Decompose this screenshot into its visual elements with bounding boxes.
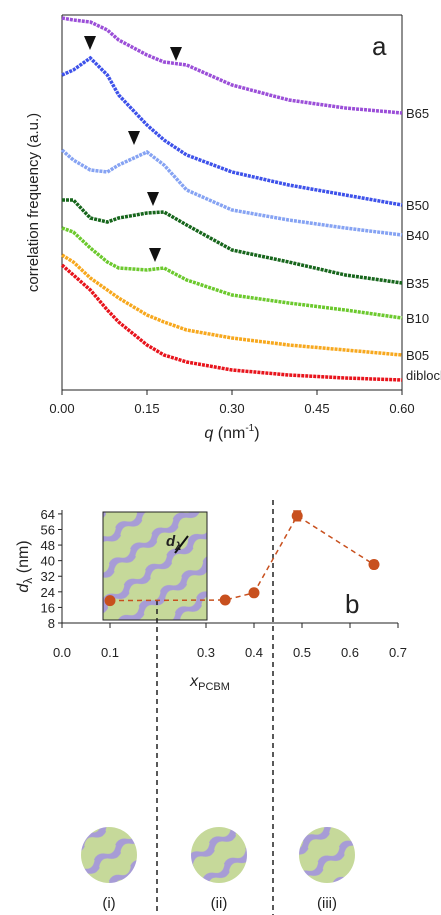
series-line: [61, 253, 403, 357]
peak-markers: [84, 36, 182, 262]
x-tick-label: 0.0: [53, 645, 71, 660]
y-tick-label: 40: [41, 554, 55, 569]
x-tick-label: 0.6: [341, 645, 359, 660]
series-label: B50: [406, 198, 429, 213]
point: [104, 595, 116, 607]
series-line: [60, 148, 403, 237]
morphology-label: (i): [102, 895, 115, 912]
x-label-exp: -1: [245, 423, 254, 434]
x-tick-label: 0.30: [219, 401, 244, 416]
y-tick-label: 8: [48, 616, 55, 631]
x-axis-label: xPCBM: [189, 673, 230, 693]
series-line: [62, 198, 403, 285]
y-tick-label: 56: [41, 522, 55, 537]
series-line: [61, 16, 403, 115]
y-tick-label: 48: [41, 538, 55, 553]
point: [368, 559, 380, 571]
x-tick-label: 0.60: [389, 401, 414, 416]
x-tick-label: 0.1: [101, 645, 119, 660]
morphology-image: [191, 827, 247, 883]
morphology-label: (iii): [317, 895, 337, 912]
series-label: B35: [406, 276, 429, 291]
x-label-var: x: [189, 673, 199, 690]
x-tick-label: 0.4: [245, 645, 263, 660]
y-axis-label: dλ (nm): [15, 540, 35, 592]
y-tick-label: 16: [41, 600, 55, 615]
series-line: [60, 263, 403, 382]
series-line: [61, 55, 403, 207]
x-tick-label: 0.5: [293, 645, 311, 660]
y-tick-label: 32: [41, 569, 55, 584]
y-axis-label: correlation frequency (a.u.): [25, 113, 42, 292]
panel-label: b: [345, 589, 359, 619]
x-label-sub: PCBM: [198, 681, 230, 693]
y-tick-label: 64: [41, 507, 55, 522]
y-tick-label: 24: [41, 585, 55, 600]
series-label: B40: [406, 228, 429, 243]
morphology-image: [81, 827, 137, 883]
series-line: [61, 226, 403, 320]
x-label-var: q: [204, 425, 213, 442]
point: [248, 587, 260, 599]
series-label: B65: [406, 106, 429, 121]
morphology-image: [299, 827, 355, 883]
point: [219, 594, 231, 606]
x-tick-label: 0.15: [134, 401, 159, 416]
y-label-var: d: [15, 583, 32, 593]
series-label: B05: [406, 348, 429, 363]
point: [291, 510, 303, 522]
x-tick-label: 0.3: [197, 645, 215, 660]
inset-label: dλ: [166, 533, 181, 553]
inset-label-sub: λ: [174, 541, 181, 553]
inset-image: [102, 511, 208, 621]
panel-label: a: [372, 31, 387, 61]
y-label-sub: λ: [21, 578, 35, 584]
morphology-label: (ii): [211, 895, 228, 912]
x-axis-label: q (nm-1): [204, 423, 259, 442]
series-label: B10: [406, 311, 429, 326]
x-tick-label: 0.45: [304, 401, 329, 416]
x-label-unit: (nm: [213, 425, 245, 442]
series-label: diblock: [406, 368, 441, 383]
inset-scale: [174, 535, 189, 554]
inset-label-main: d: [166, 533, 176, 550]
x-tick-label: 0.7: [389, 645, 407, 660]
y-label-unit: (nm): [15, 540, 32, 577]
x-tick-label: 0.00: [49, 401, 74, 416]
x-label-close: ): [254, 425, 259, 442]
